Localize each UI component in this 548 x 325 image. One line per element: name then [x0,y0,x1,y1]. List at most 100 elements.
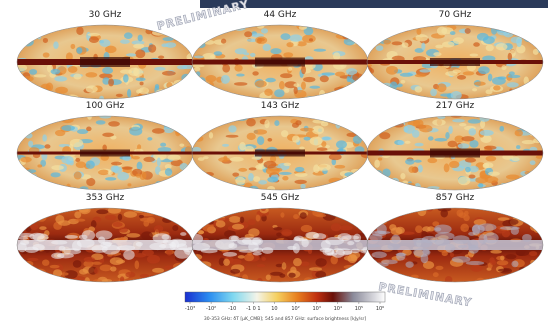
sky-patch [264,120,269,129]
sky-patch [51,69,61,75]
sky-patch [317,147,328,151]
sky-patch [465,158,476,163]
sky-patch [122,166,133,169]
dust-cloud [231,236,238,242]
sky-patch [365,205,376,214]
sky-patch [415,225,422,233]
dust-cloud [32,244,44,251]
sky-patch [284,163,291,166]
sky-patch [154,67,166,71]
sky-patch [288,273,295,278]
sky-patch [244,146,253,152]
sky-patch [170,32,179,35]
dust-cloud [372,252,387,259]
dust-cloud [396,252,405,260]
sky-patch [246,118,256,126]
sky-patch [461,136,474,141]
sky-patch [365,96,371,102]
dust-cloud [372,230,387,236]
sky-patch [279,172,292,175]
dust-cloud [18,242,27,252]
sky-patch [511,37,523,44]
sky-patch [309,267,322,271]
sky-patch [273,227,282,230]
sky-patch [89,37,99,43]
sky-patch [463,71,475,75]
dust-cloud [136,242,143,247]
sky-patch [539,219,545,227]
sky-patch [427,158,437,163]
sky-patch [74,172,82,180]
sky-map [362,205,544,285]
sky-patch [18,264,27,271]
map-label: 353 GHz [86,193,125,203]
dust-cloud [458,245,467,248]
sky-patch [386,66,398,75]
sky-patch [16,273,24,280]
sky-patch [172,225,178,231]
sky-patch [525,116,532,122]
galactic-core [80,57,130,67]
sky-patch [393,122,404,127]
sky-patch [205,172,214,176]
sky-patch [314,49,327,52]
sky-patch [181,130,191,133]
map-label: 857 GHz [436,193,475,203]
sky-patch [335,120,340,129]
sky-patch [102,133,114,137]
dust-cloud [77,239,95,248]
sky-patch [14,24,22,28]
sky-patch [209,82,214,90]
sky-patch [248,228,259,237]
sky-patch [475,177,488,183]
sky-patch [374,170,381,174]
sky-patch [527,181,533,186]
sky-patch [470,53,479,56]
sky-patch [256,214,261,221]
sky-patch [55,87,68,94]
sky-patch [213,210,219,215]
sky-patch [75,219,85,222]
sky-patch [435,266,443,270]
dust-cloud [469,245,479,254]
sky-patch [289,34,302,41]
sky-patch [110,257,123,265]
sky-patch [274,120,279,126]
sky-patch [186,214,197,221]
sky-patch [496,26,500,31]
sky-patch [312,209,323,216]
sky-patch [469,174,476,178]
sky-patch [506,175,520,180]
sky-patch [193,254,203,260]
sky-patch [354,27,360,31]
sky-patch [382,24,387,31]
sky-patch [14,91,21,95]
sky-patch [329,178,343,184]
dust-cloud [18,236,28,240]
sky-patch [42,134,47,141]
dust-cloud [511,227,519,235]
sky-patch [303,77,315,82]
sky-patch [194,55,204,58]
sky-patch [111,165,119,172]
sky-patch [25,133,33,139]
sky-patch [110,266,116,271]
sky-patch [525,213,531,218]
sky-patch [414,160,422,163]
dust-cloud [79,235,88,240]
sky-patch [37,34,42,40]
sky-patch [397,140,404,145]
sky-patch [188,173,201,178]
sky-patch [213,185,219,191]
dust-cloud [215,239,234,250]
sky-patch [531,92,535,100]
dust-cloud [242,237,261,245]
sky-patch [358,270,370,277]
dust-cloud [347,241,354,245]
sky-patch [347,76,351,82]
sky-patch [284,88,289,92]
sky-patch [123,74,129,82]
sky-patch [500,256,504,261]
dust-cloud [239,249,255,253]
map-label: 44 GHz [264,10,297,20]
